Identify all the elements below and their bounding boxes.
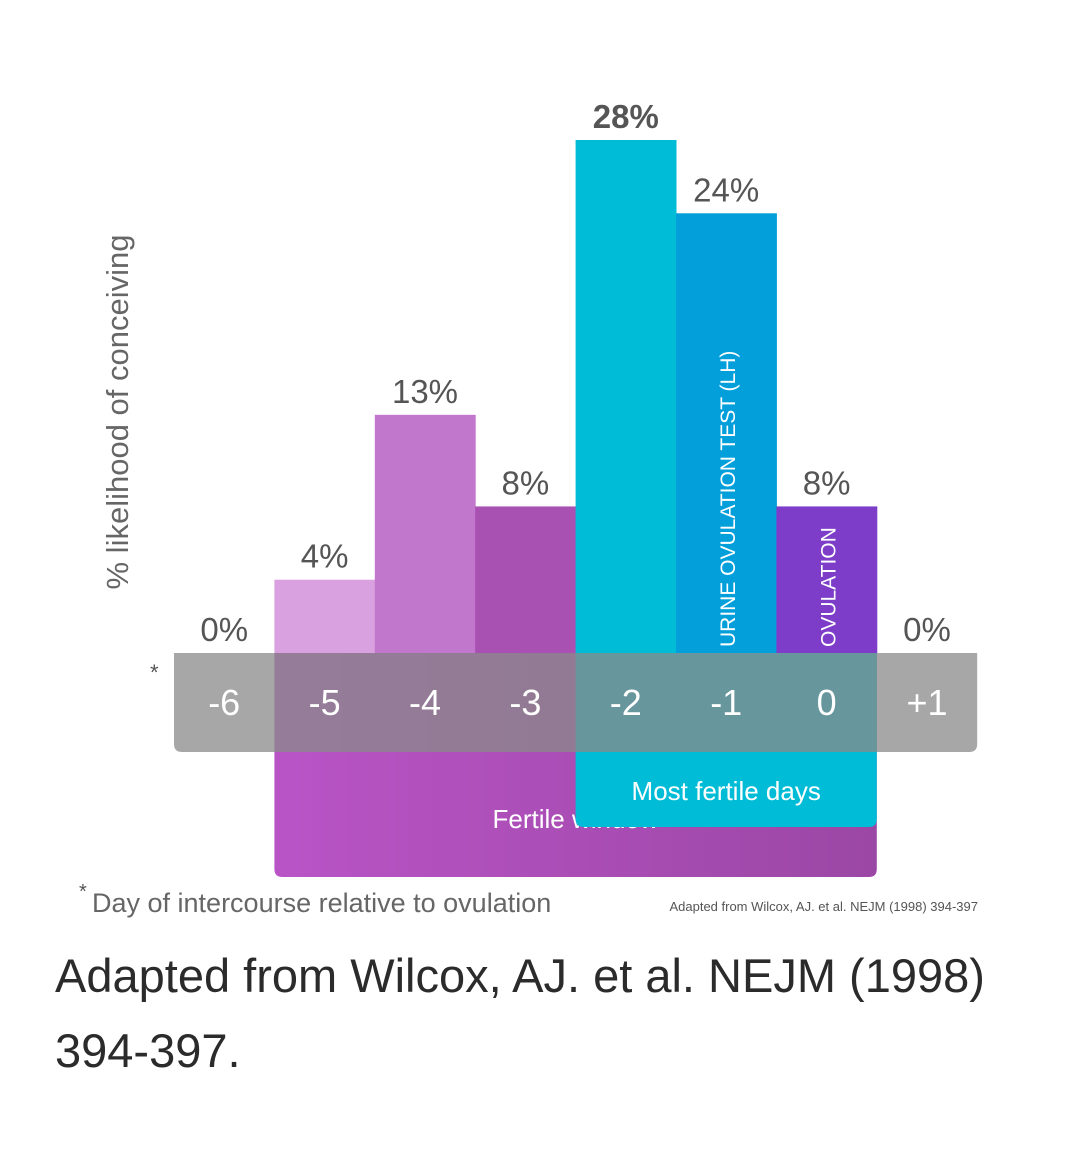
value-label: 24% <box>693 171 759 208</box>
x-tick-label: -5 <box>309 682 341 723</box>
figure-caption: Adapted from Wilcox, AJ. et al. NEJM (19… <box>55 949 985 1077</box>
x-tick-label: -1 <box>710 682 742 723</box>
x-tick-label: 0 <box>817 682 837 723</box>
bar-annotation: OVULATION <box>818 527 841 647</box>
x-tick-label: -3 <box>509 682 541 723</box>
value-label: 0% <box>200 611 248 648</box>
value-label: 8% <box>502 464 550 501</box>
fertility-bar-chart: Fertile windowMost fertile days 0%4%13%8… <box>79 98 978 918</box>
y-axis-label: % likelihood of conceiving <box>100 235 135 590</box>
value-label: 28% <box>593 98 659 135</box>
day-axis-band <box>174 653 978 752</box>
bar-day--1 <box>676 213 777 654</box>
value-label: 8% <box>803 464 851 501</box>
range-label: Most fertile days <box>632 776 821 806</box>
bar-annotation: URINE OVULATION TEST (LH) <box>717 351 740 647</box>
x-axis-marker: * <box>150 660 159 685</box>
x-tick-label: +1 <box>906 682 947 723</box>
x-tick-label: -6 <box>208 682 240 723</box>
bar-day--2 <box>575 140 677 653</box>
x-axis-marker-footnote: * <box>79 881 87 903</box>
value-label: 4% <box>301 538 349 575</box>
value-label: 13% <box>392 373 458 410</box>
x-axis-label: Day of intercourse relative to ovulation <box>92 888 551 918</box>
x-tick-label: -2 <box>610 682 642 723</box>
x-tick-label: -4 <box>409 682 441 723</box>
bar-day--5 <box>274 579 376 653</box>
bar-day--3 <box>475 506 577 653</box>
source-note: Adapted from Wilcox, AJ. et al. NEJM (19… <box>669 899 978 914</box>
value-label: 0% <box>903 611 951 648</box>
bar-day-0 <box>776 506 878 653</box>
bar-day--4 <box>374 414 476 653</box>
